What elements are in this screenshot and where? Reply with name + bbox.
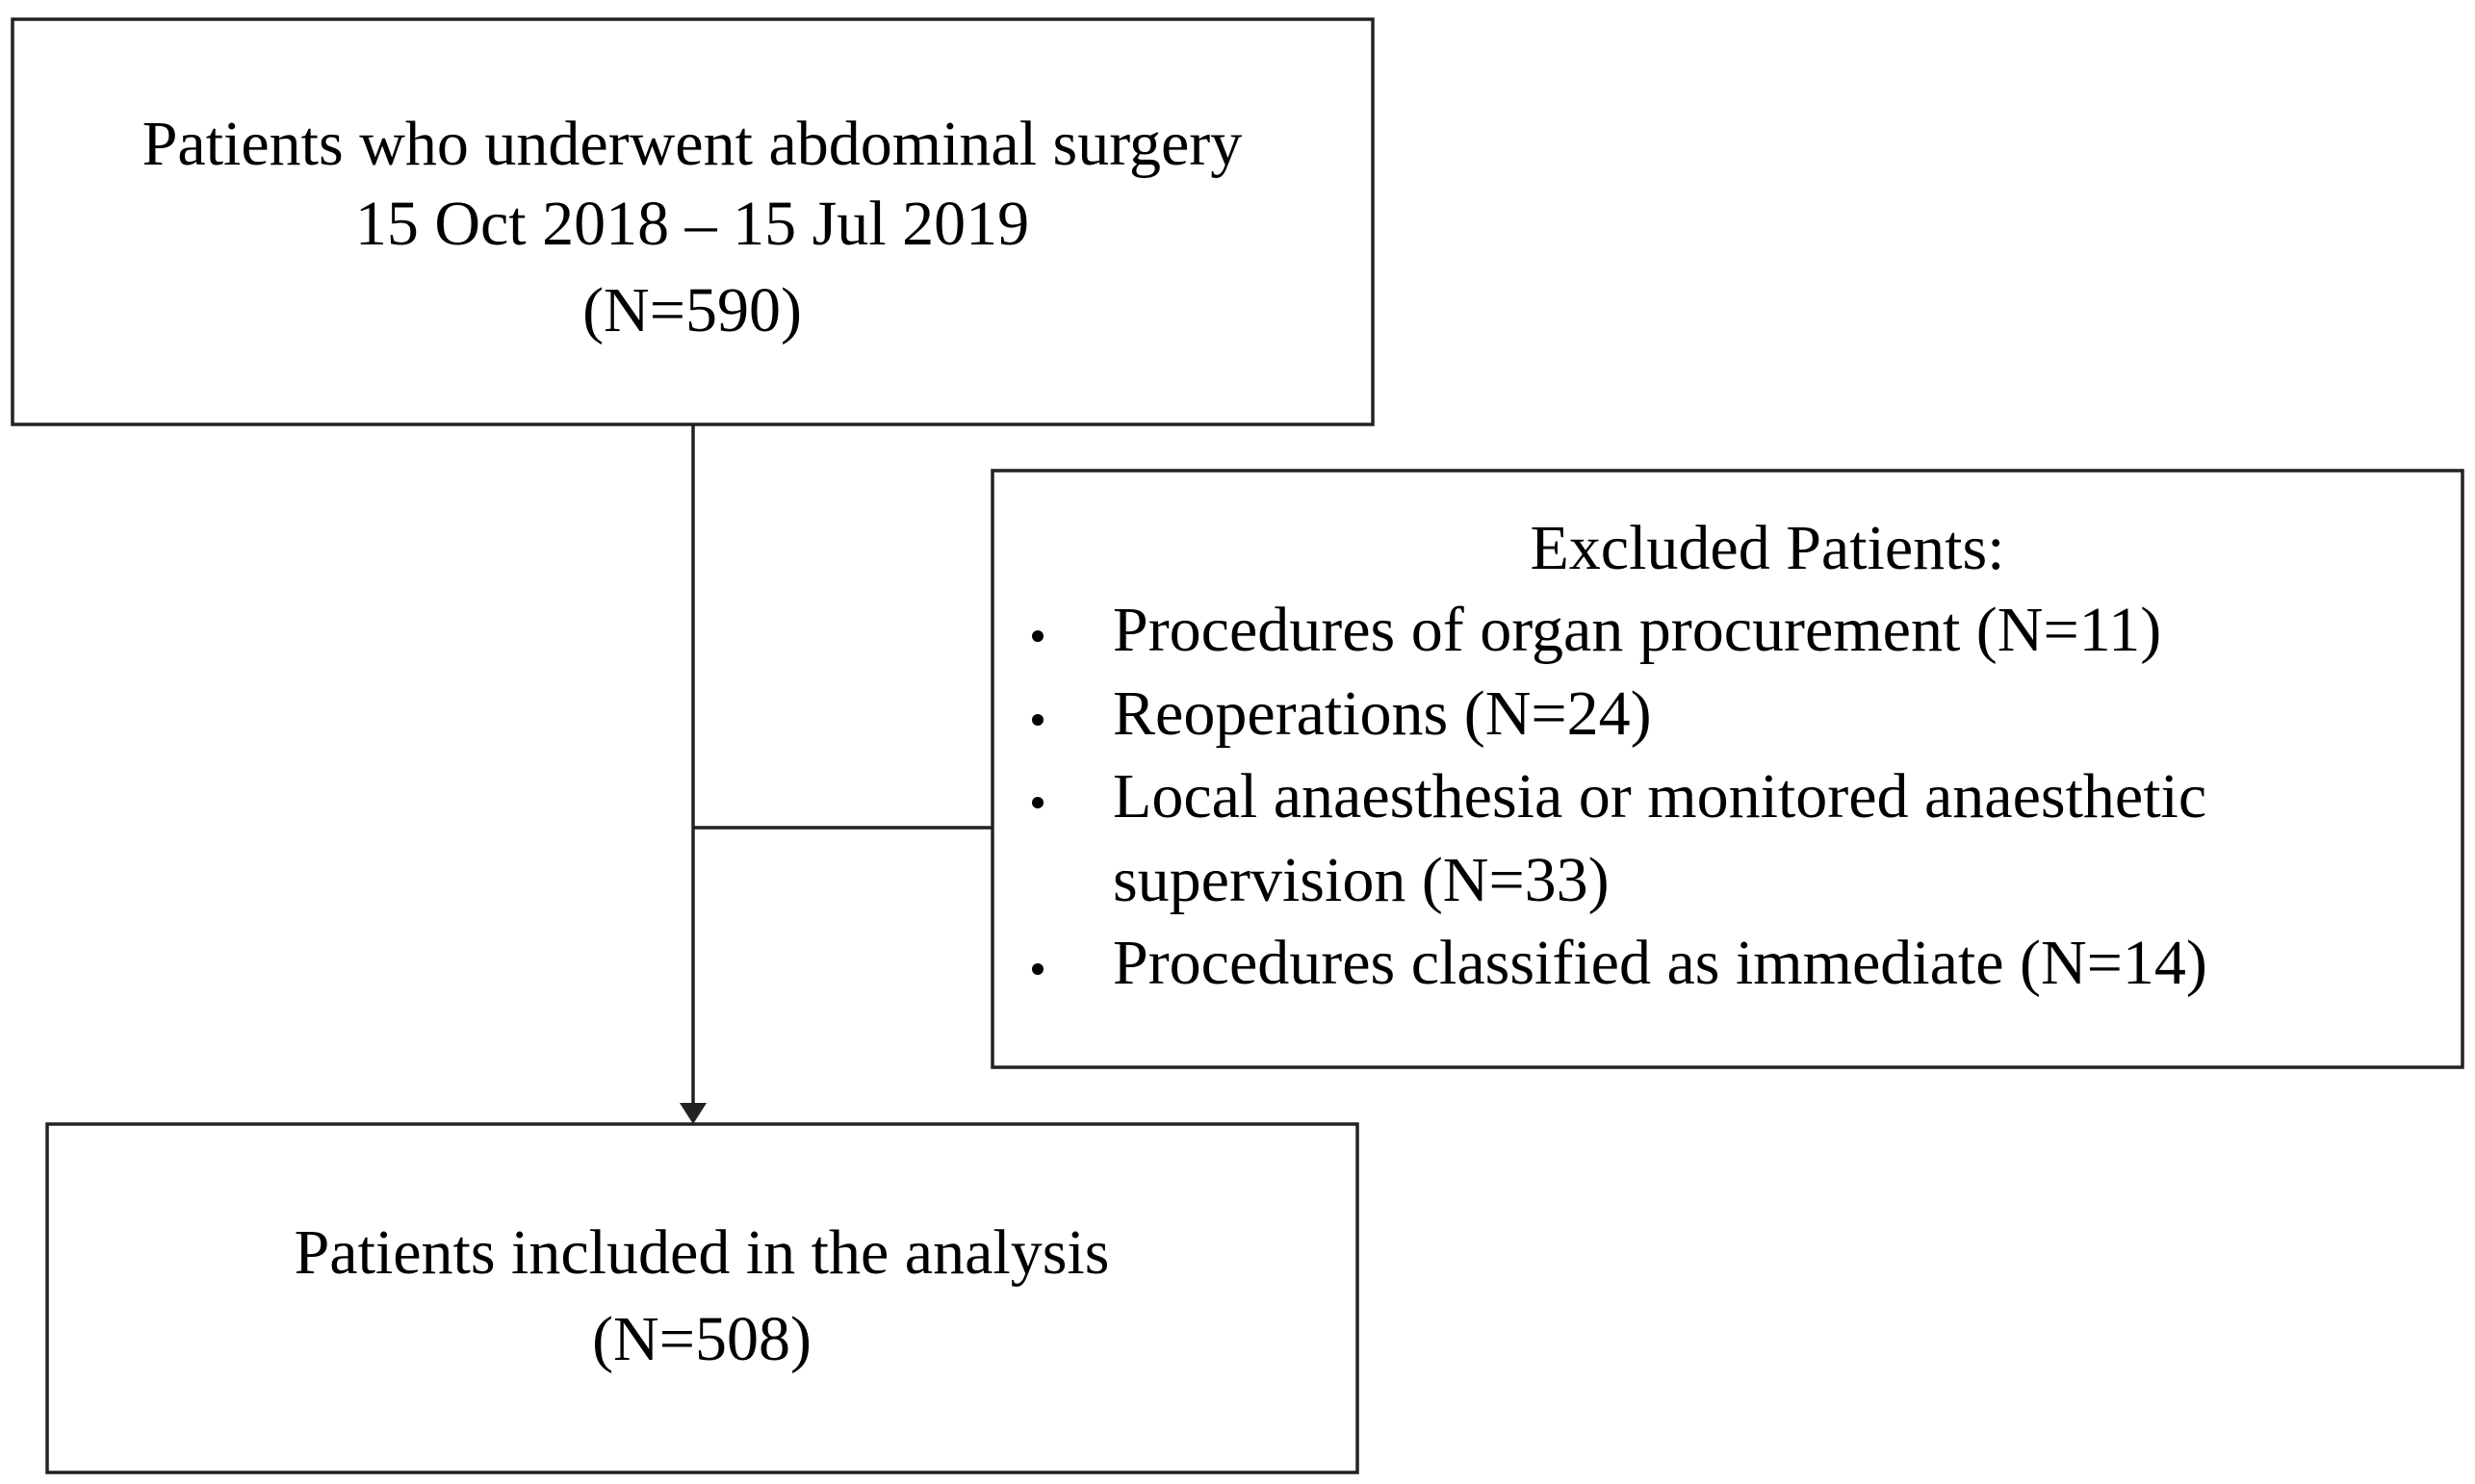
exclusion-box bbox=[991, 469, 2464, 1069]
exclusion-item: supervision (N=33) bbox=[1113, 845, 1610, 915]
node-text: (N=508) bbox=[592, 1304, 812, 1374]
node-text: (N=590) bbox=[582, 275, 802, 345]
node-text: 15 Oct 2018 – 15 Jul 2019 bbox=[355, 189, 1029, 259]
bullet bbox=[1032, 714, 1044, 726]
exclusion-item: Local anaesthesia or monitored anaesthet… bbox=[1113, 761, 2206, 832]
exclusion-item: Procedures of organ procurement (N=11) bbox=[1113, 595, 2161, 665]
bullet bbox=[1032, 797, 1044, 808]
bullet bbox=[1032, 630, 1044, 642]
node-text: Patients who underwent abdominal surgery bbox=[142, 109, 1243, 179]
bullet bbox=[1032, 963, 1044, 975]
arrow-head bbox=[680, 1103, 707, 1124]
start-box bbox=[11, 17, 1375, 426]
exclusion-item: Reoperations (N=24) bbox=[1113, 678, 1652, 749]
exclusion-title: Excluded Patients: bbox=[1530, 513, 2004, 583]
node-text: Patients included in the analysis bbox=[295, 1217, 1110, 1288]
result-box bbox=[45, 1122, 1359, 1474]
exclusion-item: Procedures classified as immediate (N=14… bbox=[1113, 928, 2207, 998]
